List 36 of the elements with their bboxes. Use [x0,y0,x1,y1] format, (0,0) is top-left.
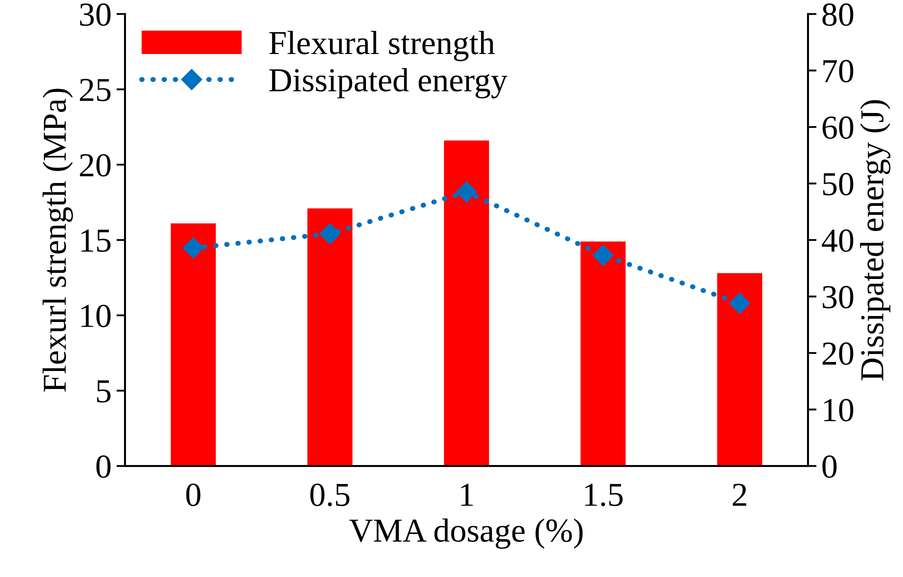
point [182,237,204,258]
y-tick-label: 20 [80,154,111,177]
point [319,223,340,244]
point [592,244,614,266]
y-tick-label: 15 [81,230,111,252]
y2-tick-label: 70 [823,60,854,82]
legend-label: Dissipated energy [269,68,508,98]
y2-tick-label: 30 [822,286,854,308]
legend-label: Flexural strength [269,30,495,62]
y-axis-title: Flexurl strength (MPa) [42,88,73,392]
x-tick-label: 1.5 [585,484,623,506]
y2-tick-label: 50 [823,172,854,196]
bar [307,208,352,466]
bar [170,223,216,466]
y-tick-label: 0 [96,455,111,478]
y-tick-label: 5 [97,380,111,403]
y-tick-label: 25 [80,78,111,102]
y-tick-label: 30 [80,3,111,26]
x-tick-label: 0 [186,484,200,506]
point [456,181,478,202]
bar [580,242,626,466]
x-tick-label: 0.5 [310,484,350,506]
point [729,292,750,314]
y-tick-label: 10 [81,304,111,328]
y2-axis-title: Dissipated energy (J) [860,100,890,380]
y2-tick-label: 20 [822,342,854,365]
x-tick-label: 1 [461,484,473,506]
y2-tick-label: 80 [822,3,854,26]
y2-tick-label: 60 [822,116,854,139]
y2-tick-label: 40 [822,229,854,252]
y2-tick-label: 10 [824,398,854,422]
y2-tick-label: 0 [822,455,837,478]
x-tick-label: 2 [732,484,746,506]
x-axis-title: VMA dosage (%) [349,518,583,549]
bar [444,140,490,466]
bar [717,273,762,466]
